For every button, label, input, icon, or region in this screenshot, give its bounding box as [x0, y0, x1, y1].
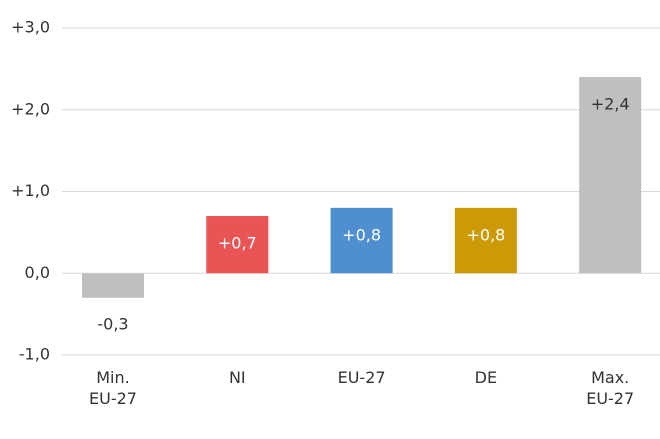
value-label: +2,4 — [591, 95, 630, 114]
x-tick-label: NI — [228, 368, 246, 387]
bar — [579, 77, 642, 274]
x-tick-label: DE — [474, 368, 498, 387]
x-tick-label: EU-27 — [337, 368, 386, 387]
y-tick-label: 0,0 — [25, 263, 50, 282]
value-label: +0,7 — [218, 234, 257, 253]
y-tick-label: +2,0 — [11, 99, 50, 118]
y-tick-label: +1,0 — [11, 181, 50, 200]
x-tick-label: Min. EU-27 — [89, 368, 137, 408]
bar — [82, 273, 144, 298]
bar — [330, 207, 393, 274]
y-tick-label: +3,0 — [11, 18, 50, 37]
bar — [454, 207, 517, 274]
value-label: +0,8 — [466, 225, 505, 244]
y-tick-label: -1,0 — [19, 345, 50, 364]
value-label: +0,8 — [342, 225, 381, 244]
value-label: -0,3 — [97, 314, 128, 333]
bar — [206, 216, 269, 274]
x-tick-label: Max. EU-27 — [586, 368, 635, 408]
